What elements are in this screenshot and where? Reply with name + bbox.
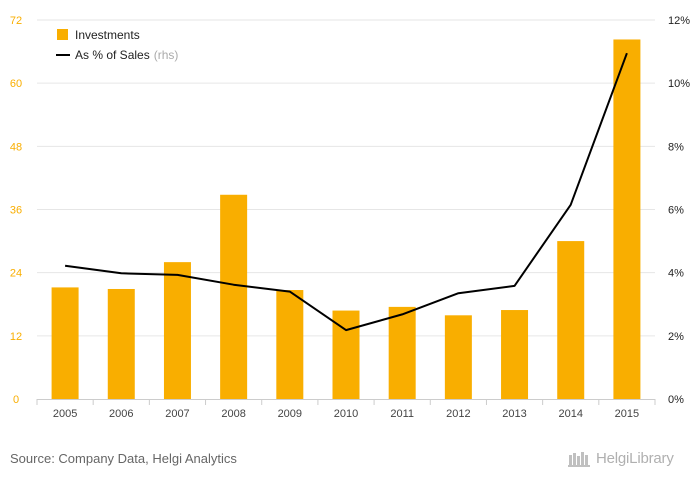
investment-bar	[276, 290, 304, 399]
left-y-tick-label: 60	[10, 78, 22, 90]
x-tick-label: 2015	[615, 408, 639, 420]
right-y-axis: 0% 2% 4% 6% 8% 10% 12%	[668, 15, 690, 406]
investment-bar	[501, 310, 529, 399]
grid-lines	[37, 19, 655, 337]
legend-sales-share-name: As % of Sales	[75, 48, 150, 62]
logo-text: HelgiLibrary	[596, 450, 674, 467]
x-tick-label: 2014	[558, 408, 582, 420]
left-y-tick-label: 72	[10, 15, 22, 27]
left-y-tick-label: 48	[10, 141, 22, 153]
x-tick-label: 2013	[502, 408, 526, 420]
sales-share-line	[64, 52, 628, 332]
x-tick-label: 2009	[278, 408, 302, 420]
left-y-tick-label: 24	[10, 268, 22, 280]
chart: 2005 2006 2007 2008 2009 2010 2011 2012 2013 2014…	[10, 15, 690, 420]
investment-bar	[107, 288, 135, 399]
legend-sales-share-label: As % of Sales (rhs)	[75, 48, 178, 62]
x-tick-label: 2012	[446, 408, 470, 420]
legend-investments-swatch	[57, 29, 68, 40]
right-y-tick-label: 2%	[668, 331, 684, 343]
legend-sales-share-suffix: (rhs)	[154, 48, 179, 62]
right-y-tick-label: 8%	[668, 141, 684, 153]
investment-bar	[332, 310, 360, 399]
right-y-tick-label: 6%	[668, 205, 684, 217]
investment-bar	[557, 241, 585, 399]
investment-bar	[220, 194, 248, 399]
library-icon	[568, 452, 590, 468]
left-y-tick-label: 36	[10, 205, 22, 217]
right-y-tick-label: 10%	[668, 78, 690, 90]
source-note: Source: Company Data, Helgi Analytics	[10, 451, 237, 466]
left-y-tick-label: 0	[13, 394, 19, 406]
x-tick-label: 2010	[334, 408, 358, 420]
investment-bar	[163, 262, 191, 399]
x-axis: 2005 2006 2007 2008 2009 2010 2011 2012 2013 2014…	[36, 399, 656, 420]
legend-investments-label: Investments	[75, 28, 140, 42]
x-tick-label: 2011	[390, 408, 414, 420]
left-y-tick-label: 12	[10, 331, 22, 343]
right-y-tick-label: 0%	[668, 394, 684, 406]
x-tick-label: 2007	[165, 408, 189, 420]
left-y-axis: 0 12 24 36 48 60 72	[10, 15, 22, 406]
x-tick-label: 2005	[53, 408, 77, 420]
legend: Investments As % of Sales (rhs)	[56, 28, 178, 62]
investment-bar	[444, 315, 472, 399]
investments-bars	[51, 39, 641, 400]
right-y-tick-label: 4%	[668, 268, 684, 280]
x-tick-label: 2008	[221, 408, 245, 420]
investment-bar	[613, 39, 641, 400]
investment-bar	[51, 287, 79, 399]
investment-bar	[388, 306, 416, 399]
x-tick-label: 2006	[109, 408, 133, 420]
sales-share-series-line	[64, 52, 628, 332]
right-y-tick-label: 12%	[668, 15, 690, 27]
helgi-library-logo: HelgiLibrary	[568, 450, 674, 468]
